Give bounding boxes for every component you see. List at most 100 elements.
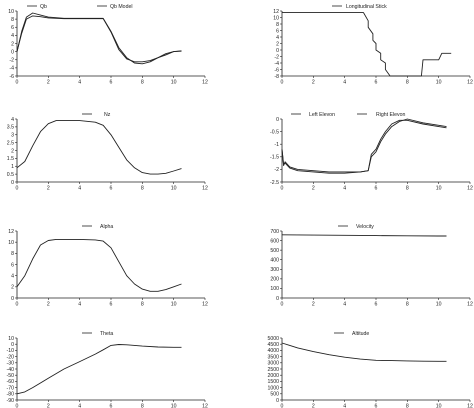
y-tick-label: 3500	[267, 354, 279, 360]
y-tick-label: 0.5	[7, 172, 14, 178]
x-tick-label: 12	[202, 302, 208, 308]
y-tick-label: 2	[11, 285, 14, 291]
y-tick-label: -1	[274, 142, 279, 148]
x-tick-label: 0	[281, 302, 284, 308]
y-tick-label: 6	[11, 25, 14, 31]
legend-label: Velocity	[356, 224, 374, 230]
y-tick-label: 0	[11, 49, 14, 55]
y-tick-label: 12	[273, 9, 279, 15]
legend-label: Nz	[104, 112, 111, 118]
x-tick-label: 4	[343, 302, 346, 308]
x-tick-label: 8	[406, 404, 409, 408]
x-tick-label: 10	[436, 186, 442, 192]
x-tick-label: 10	[171, 302, 177, 308]
x-tick-label: 0	[16, 186, 19, 192]
chart-panel-6: 0 2 4 6 8 10 12 0 100 200 300 400 500 600 700 Velocity	[270, 224, 473, 308]
chart-panel-4: 0 2 4 6 8 10 12 -2.5 -2 -1.5 -1 -0.5 0 Left Elevon Rig…	[270, 112, 473, 192]
x-tick-label: 4	[78, 186, 81, 192]
y-tick-label: -30	[7, 361, 15, 367]
y-tick-label: 100	[270, 286, 279, 292]
axes-frame	[281, 231, 470, 299]
y-tick-label: 10	[8, 240, 14, 246]
x-tick-label: 0	[281, 404, 284, 408]
y-tick-label: -2	[274, 54, 279, 60]
x-tick-label: 8	[406, 186, 409, 192]
y-tick-label: 10	[273, 15, 279, 21]
y-tick-label: 500	[270, 248, 279, 254]
x-tick-label: 2	[312, 186, 315, 192]
x-tick-label: 6	[110, 80, 113, 86]
y-tick-label: 6	[11, 262, 14, 268]
y-tick-label: -50	[7, 373, 15, 379]
x-tick-label: 8	[141, 404, 144, 408]
x-tick-label: 12	[467, 302, 473, 308]
x-tick-label: 2	[47, 186, 50, 192]
axes-frame	[16, 231, 205, 299]
series-line-longitudinal-stick	[282, 12, 452, 77]
x-tick-label: 12	[467, 404, 473, 408]
x-tick-label: 10	[436, 302, 442, 308]
y-tick-label: 0	[276, 398, 279, 404]
y-tick-label: -90	[7, 398, 15, 404]
y-tick-label: 4	[11, 117, 14, 123]
x-tick-label: 8	[141, 302, 144, 308]
y-tick-label: 5000	[267, 336, 279, 342]
y-tick-label: -4	[274, 61, 279, 67]
axes-frame	[16, 119, 205, 183]
y-tick-label: 2500	[267, 367, 279, 373]
y-tick-label: -60	[7, 379, 15, 385]
x-tick-label: 6	[375, 80, 378, 86]
x-tick-label: 6	[375, 404, 378, 408]
y-tick-label: 1	[11, 164, 14, 170]
legend-label: Theta	[100, 331, 113, 337]
y-tick-label: 4	[11, 273, 14, 279]
x-tick-label: 0	[16, 80, 19, 86]
y-tick-label: 2	[11, 148, 14, 154]
legend-label: Right Elevon	[376, 112, 406, 118]
y-tick-label: 10	[8, 336, 14, 342]
y-tick-label: -6	[9, 74, 14, 80]
x-tick-label: 10	[171, 80, 177, 86]
y-tick-label: 0	[276, 296, 279, 302]
y-tick-label: 0	[11, 342, 14, 348]
y-tick-label: 4500	[267, 342, 279, 348]
x-tick-label: 2	[47, 80, 50, 86]
x-tick-label: 6	[110, 302, 113, 308]
series-line-left-elevon	[281, 118, 447, 173]
chart-panel-5: 0 2 4 6 8 10 12 0 2 4 6 8 10 12 Alpha	[8, 224, 208, 308]
chart-panel-8: 0 2 4 6 8 10 120500100015002000250030003500400…	[267, 331, 473, 408]
x-tick-label: 12	[467, 186, 473, 192]
y-tick-label: 700	[270, 229, 279, 235]
y-tick-label: 4	[276, 35, 279, 41]
x-tick-label: 12	[202, 80, 208, 86]
x-tick-label: 12	[202, 404, 208, 408]
x-tick-label: 6	[110, 186, 113, 192]
x-tick-label: 2	[312, 80, 315, 86]
x-tick-label: 10	[436, 80, 442, 86]
y-tick-label: 12	[8, 229, 14, 235]
x-tick-label: 6	[375, 186, 378, 192]
series-line-velocity	[281, 234, 447, 237]
y-tick-label: 0	[11, 180, 14, 186]
y-tick-label: -0.5	[270, 129, 279, 135]
y-tick-label: 2	[276, 41, 279, 47]
x-tick-label: 2	[47, 302, 50, 308]
x-tick-label: 0	[16, 302, 19, 308]
x-tick-label: 12	[202, 186, 208, 192]
y-tick-label: -2	[274, 167, 279, 173]
series-line-qb	[16, 12, 182, 65]
y-tick-label: 4000	[267, 348, 279, 354]
y-tick-label: 0	[11, 296, 14, 302]
legend-label: Altitude	[352, 331, 369, 337]
y-tick-label: -8	[274, 74, 279, 80]
y-tick-label: 1.5	[7, 156, 14, 162]
x-tick-label: 4	[78, 80, 81, 86]
series-line-altitude	[281, 342, 447, 362]
y-tick-label: 1500	[267, 379, 279, 385]
y-tick-label: 400	[270, 258, 279, 264]
y-tick-label: -4	[9, 66, 14, 72]
legend-label: Longitudinal Stick	[346, 4, 387, 10]
y-tick-label: -10	[7, 348, 15, 354]
y-tick-label: 3000	[267, 361, 279, 367]
